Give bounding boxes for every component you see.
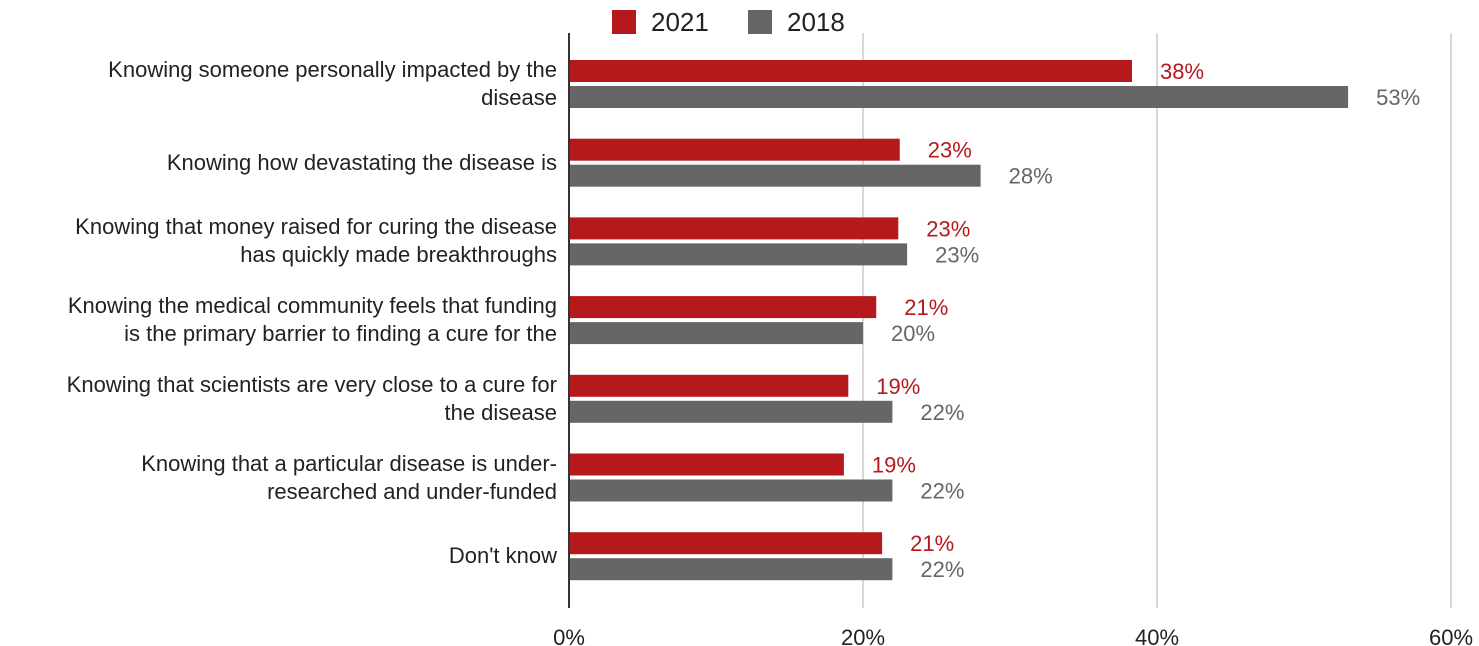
category-label-line: has quickly made breakthroughs: [240, 242, 557, 268]
bar-2018: [569, 400, 893, 423]
category-label-line: Knowing that money raised for curing the…: [75, 214, 557, 240]
category-label-line: the disease: [444, 399, 557, 425]
bar-2018: [569, 322, 863, 345]
category-label: Don't know: [0, 542, 557, 570]
category-label: Knowing that scientists are very close t…: [0, 371, 557, 427]
bar-2018: [569, 243, 908, 266]
bar-2018: [569, 479, 893, 502]
legend-item-2018: 2018: [748, 5, 845, 39]
x-tick-label: 20%: [841, 625, 885, 646]
category-label-line: Knowing that scientists are very close t…: [66, 371, 557, 397]
bar-2021: [569, 60, 1133, 82]
category-label: Knowing the medical community feels that…: [0, 292, 557, 348]
bar-2021: [569, 453, 844, 476]
bar-2021: [569, 532, 883, 555]
data-label-2021: 21%: [904, 295, 948, 320]
category-label-line: Knowing that a particular disease is und…: [141, 450, 557, 476]
bar-2021: [569, 217, 899, 240]
data-label-2018: 53%: [1376, 85, 1420, 110]
category-label: Knowing someone personally impacted by t…: [0, 56, 557, 112]
x-tick-label: 40%: [1135, 625, 1179, 646]
x-tick-label: 60%: [1429, 625, 1473, 646]
bar-2021: [569, 138, 900, 161]
data-label-2018: 22%: [920, 479, 964, 504]
data-label-2018: 28%: [1009, 164, 1053, 189]
category-label-line: disease: [481, 85, 557, 110]
category-label-line: Don't know: [448, 543, 557, 569]
data-label-2021: 21%: [910, 531, 954, 556]
category-label: Knowing how devastating the disease is: [0, 149, 557, 177]
data-label-2021: 19%: [876, 374, 920, 399]
data-label-2018: 20%: [891, 321, 935, 346]
data-label-2021: 38%: [1160, 59, 1204, 84]
data-label-2018: 22%: [920, 400, 964, 425]
data-label-2021: 23%: [926, 216, 970, 241]
category-label-line: is the primary barrier to finding a cure…: [124, 321, 557, 347]
data-label-2018: 23%: [935, 242, 979, 267]
bar-2018: [569, 164, 981, 187]
data-label-2021: 19%: [872, 453, 916, 478]
bar-2018: [569, 86, 1349, 108]
bar-2021: [569, 374, 849, 397]
legend-swatch-2021: [612, 10, 636, 34]
x-tick-label: 0%: [553, 625, 585, 646]
category-label-line: Knowing someone personally impacted by t…: [108, 57, 557, 82]
bar-2021: [569, 296, 877, 319]
data-label-2018: 22%: [920, 557, 964, 582]
legend-label-2021: 2021: [651, 6, 709, 37]
category-label: Knowing that a particular disease is und…: [0, 450, 557, 506]
legend-swatch-2018: [748, 10, 772, 34]
category-label-line: researched and under-funded: [267, 478, 557, 504]
category-label-line: Knowing how devastating the disease is: [166, 149, 557, 175]
bar-2018: [569, 558, 893, 581]
legend-label-2018: 2018: [787, 6, 845, 37]
category-label-line: Knowing the medical community feels that…: [67, 293, 557, 319]
legend-item-2021: 2021: [612, 5, 709, 39]
data-label-2021: 23%: [928, 138, 972, 163]
category-label: Knowing that money raised for curing the…: [0, 213, 557, 269]
